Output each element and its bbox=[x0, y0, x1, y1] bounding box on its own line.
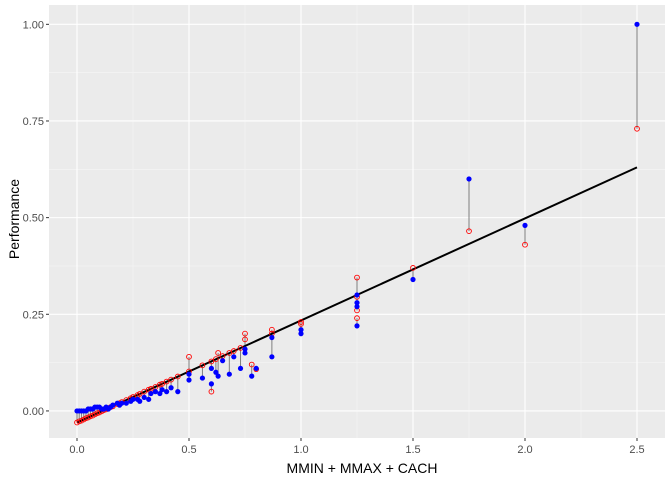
predicted-point bbox=[208, 388, 215, 395]
actual-point bbox=[242, 346, 248, 352]
actual-point bbox=[186, 377, 192, 383]
actual-point bbox=[298, 327, 304, 333]
actual-point bbox=[213, 369, 219, 375]
actual-point bbox=[253, 365, 259, 372]
actual-point bbox=[130, 396, 136, 402]
actual-point bbox=[208, 381, 214, 387]
predicted-point bbox=[522, 241, 528, 248]
actual-point bbox=[137, 398, 143, 404]
x-tick-label: 2.5 bbox=[629, 444, 644, 456]
actual-point bbox=[220, 358, 226, 364]
actual-point bbox=[164, 389, 170, 395]
actual-point bbox=[123, 400, 129, 406]
actual-point bbox=[269, 354, 275, 360]
predicted-point bbox=[248, 361, 255, 368]
y-tick-label: 0.25 bbox=[23, 309, 44, 321]
actual-point bbox=[159, 387, 165, 393]
predicted-point bbox=[208, 358, 215, 365]
actual-point bbox=[175, 389, 181, 395]
y-tick-label: 0.75 bbox=[23, 116, 44, 128]
actual-point bbox=[242, 350, 248, 356]
actual-point bbox=[231, 354, 237, 360]
x-axis-title: MMIN + MMAX + CACH bbox=[287, 460, 438, 476]
predicted-point bbox=[168, 376, 174, 383]
x-tick-label: 2.0 bbox=[517, 444, 532, 456]
predicted-point bbox=[354, 315, 360, 322]
predicted-point bbox=[298, 321, 304, 327]
predicted-point bbox=[230, 348, 237, 354]
actual-point bbox=[208, 365, 214, 372]
actual-point bbox=[148, 390, 154, 397]
actual-point bbox=[634, 21, 640, 27]
x-axis-ticks: 0.0 0.5 1.0 1.5 2.0 2.5 bbox=[69, 438, 645, 456]
actual-points bbox=[74, 21, 640, 414]
predicted-point bbox=[242, 330, 248, 337]
actual-point bbox=[249, 373, 255, 379]
predicted-point bbox=[136, 391, 143, 397]
actual-point bbox=[146, 396, 152, 402]
actual-point bbox=[298, 331, 304, 337]
predicted-point bbox=[174, 373, 181, 380]
actual-point bbox=[354, 303, 360, 310]
actual-point bbox=[226, 371, 232, 377]
x-tick-label: 0.5 bbox=[181, 444, 196, 456]
predicted-point bbox=[634, 125, 640, 132]
x-tick-label: 1.5 bbox=[405, 444, 420, 456]
minor-gridlines bbox=[49, 5, 665, 438]
predicted-point bbox=[269, 326, 275, 333]
y-tick-label: 1.00 bbox=[23, 19, 44, 31]
actual-point bbox=[119, 400, 125, 406]
y-axis-ticks: 0.00 0.25 0.50 0.75 1.00 bbox=[23, 19, 49, 418]
predicted-point bbox=[466, 228, 472, 235]
predicted-point bbox=[242, 336, 248, 343]
predicted-point bbox=[213, 356, 219, 362]
predicted-point bbox=[215, 350, 221, 356]
y-axis-title: Performance bbox=[6, 179, 22, 259]
predicted-point bbox=[410, 265, 416, 271]
actual-point bbox=[466, 176, 472, 182]
actual-point bbox=[141, 394, 147, 401]
actual-point bbox=[199, 375, 206, 381]
actual-point bbox=[237, 365, 244, 372]
actual-point bbox=[157, 390, 163, 397]
actual-point bbox=[522, 222, 528, 228]
predicted-point bbox=[159, 381, 165, 387]
predicted-point bbox=[199, 362, 206, 369]
actual-point bbox=[354, 292, 360, 298]
x-tick-label: 0.0 bbox=[69, 444, 84, 456]
predicted-point bbox=[186, 353, 192, 360]
actual-point bbox=[354, 323, 360, 329]
x-tick-label: 1.0 bbox=[293, 444, 308, 456]
actual-point bbox=[410, 276, 416, 283]
y-tick-label: 0.00 bbox=[23, 406, 44, 418]
actual-point bbox=[215, 373, 221, 379]
actual-point bbox=[186, 371, 192, 377]
predicted-point bbox=[354, 274, 360, 281]
actual-point bbox=[269, 334, 275, 341]
actual-point bbox=[152, 389, 158, 395]
predicted-point bbox=[298, 319, 304, 325]
actual-point bbox=[168, 385, 174, 391]
y-tick-label: 0.50 bbox=[23, 213, 44, 225]
actual-point bbox=[110, 402, 116, 408]
actual-point bbox=[354, 300, 360, 306]
